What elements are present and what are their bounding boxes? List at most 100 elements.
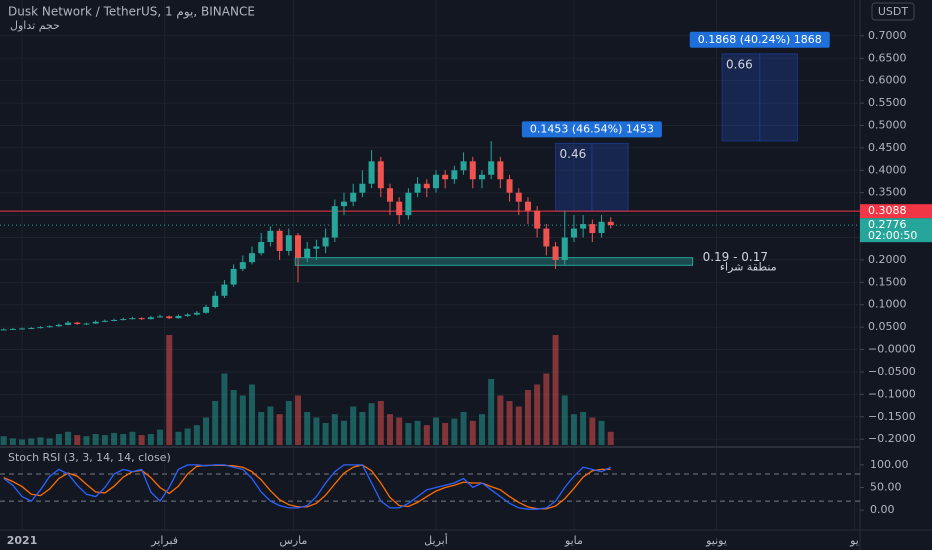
x-tick-label: يو xyxy=(849,534,859,547)
price-label-box xyxy=(860,218,932,243)
target-box xyxy=(721,53,798,142)
volume-bar xyxy=(580,412,587,445)
candle-body xyxy=(74,322,81,325)
volume-bar xyxy=(469,420,476,445)
volume-bar xyxy=(138,435,145,445)
x-tick-label: يونيو xyxy=(705,534,727,547)
candle-body xyxy=(322,237,329,247)
volume-bar xyxy=(589,417,596,445)
candle-body xyxy=(92,321,99,324)
candle-body xyxy=(350,192,357,202)
candle-body xyxy=(120,319,127,321)
candle-body xyxy=(359,183,366,193)
candle-body xyxy=(598,221,605,234)
volume-bar xyxy=(396,417,403,445)
candle-body xyxy=(175,315,182,319)
y-tick-label: 0.5000 xyxy=(868,118,907,131)
candle-body xyxy=(561,237,568,260)
candle-body xyxy=(534,210,541,229)
volume-bar xyxy=(221,373,228,445)
stoch-tick-label: 0.00 xyxy=(870,503,895,516)
y-tick-label: 0.4500 xyxy=(868,141,907,154)
y-tick-label: 0.5500 xyxy=(868,96,907,109)
target-box xyxy=(555,142,629,212)
volume-bar xyxy=(442,423,449,445)
stoch-tick-label: 50.00 xyxy=(870,481,902,494)
volume-bar xyxy=(285,401,292,445)
y-tick-label: 0.6500 xyxy=(868,51,907,64)
stoch-d-line xyxy=(3,464,611,510)
target-badge xyxy=(521,121,662,138)
price-label: 0.3088 xyxy=(868,204,907,217)
volume-bar xyxy=(83,436,90,445)
candle-body xyxy=(230,268,237,285)
volume-bar xyxy=(414,420,421,445)
volume-bar xyxy=(175,431,182,445)
volume-bar xyxy=(295,395,302,445)
candle-body xyxy=(147,317,154,320)
volume-bar xyxy=(423,425,430,445)
target-price: 0.46 xyxy=(560,147,587,161)
volume-bar xyxy=(598,420,605,445)
candle-body xyxy=(212,295,219,307)
candle-body xyxy=(469,161,476,180)
volume-bar xyxy=(497,395,504,445)
candle-body xyxy=(313,246,320,249)
volume-bar xyxy=(111,432,118,445)
volume-bar xyxy=(451,418,458,445)
volume-bar xyxy=(322,423,329,445)
volume-bar xyxy=(193,425,200,445)
candle-body xyxy=(9,328,16,330)
candle-body xyxy=(543,228,550,247)
volume-bar xyxy=(405,423,412,445)
candle-body xyxy=(193,312,200,315)
candle-body xyxy=(552,246,559,260)
volume-bar xyxy=(184,428,191,445)
candle-body xyxy=(0,329,7,331)
volume-bar xyxy=(129,431,136,445)
volume-bar xyxy=(341,420,347,445)
chart-title: Dusk Network / TetherUS, 1 يوم, BINANCE xyxy=(8,5,255,20)
currency-box[interactable] xyxy=(871,2,915,21)
target-label: 0.1453 (46.54%) 1453 xyxy=(530,122,654,135)
candle-body xyxy=(368,161,375,184)
y-tick-label: −0.1500 xyxy=(868,410,916,423)
candle-body xyxy=(432,174,439,189)
volume-bar xyxy=(350,406,357,445)
y-tick-label: −0.1000 xyxy=(868,387,916,400)
candle-body xyxy=(460,161,467,171)
candle-body xyxy=(37,327,44,329)
currency[interactable]: USDT xyxy=(878,5,909,18)
candle-body xyxy=(184,314,191,316)
candle-body xyxy=(524,201,531,211)
y-tick-label: −0.0500 xyxy=(868,365,916,378)
candle-body xyxy=(295,235,302,258)
volume-bar xyxy=(432,417,439,445)
volume-bar xyxy=(74,435,81,445)
candle-body xyxy=(488,161,495,175)
candle-body xyxy=(267,230,274,242)
volume-bar xyxy=(543,373,550,445)
volume-bar xyxy=(570,414,577,445)
volume-bar xyxy=(359,412,366,445)
candle-body xyxy=(386,188,393,202)
volume-bar xyxy=(9,438,16,445)
candle-body xyxy=(570,228,577,238)
volume-bar xyxy=(534,384,541,445)
candle-body xyxy=(239,262,246,269)
y-tick-label: 0.7000 xyxy=(868,29,907,42)
x-tick-label: فبراير xyxy=(150,534,178,547)
volume-bar xyxy=(377,401,384,445)
candle-body xyxy=(396,201,403,216)
candle-body xyxy=(442,174,449,180)
volume-bar xyxy=(524,390,531,445)
volume-bar xyxy=(212,401,219,445)
candle-body xyxy=(341,201,347,207)
buy-zone xyxy=(294,257,694,266)
volume-bar xyxy=(258,412,265,445)
candle-body xyxy=(111,319,118,321)
candle-body xyxy=(285,235,292,251)
volume-bar xyxy=(386,414,393,445)
candle-body xyxy=(221,284,228,296)
